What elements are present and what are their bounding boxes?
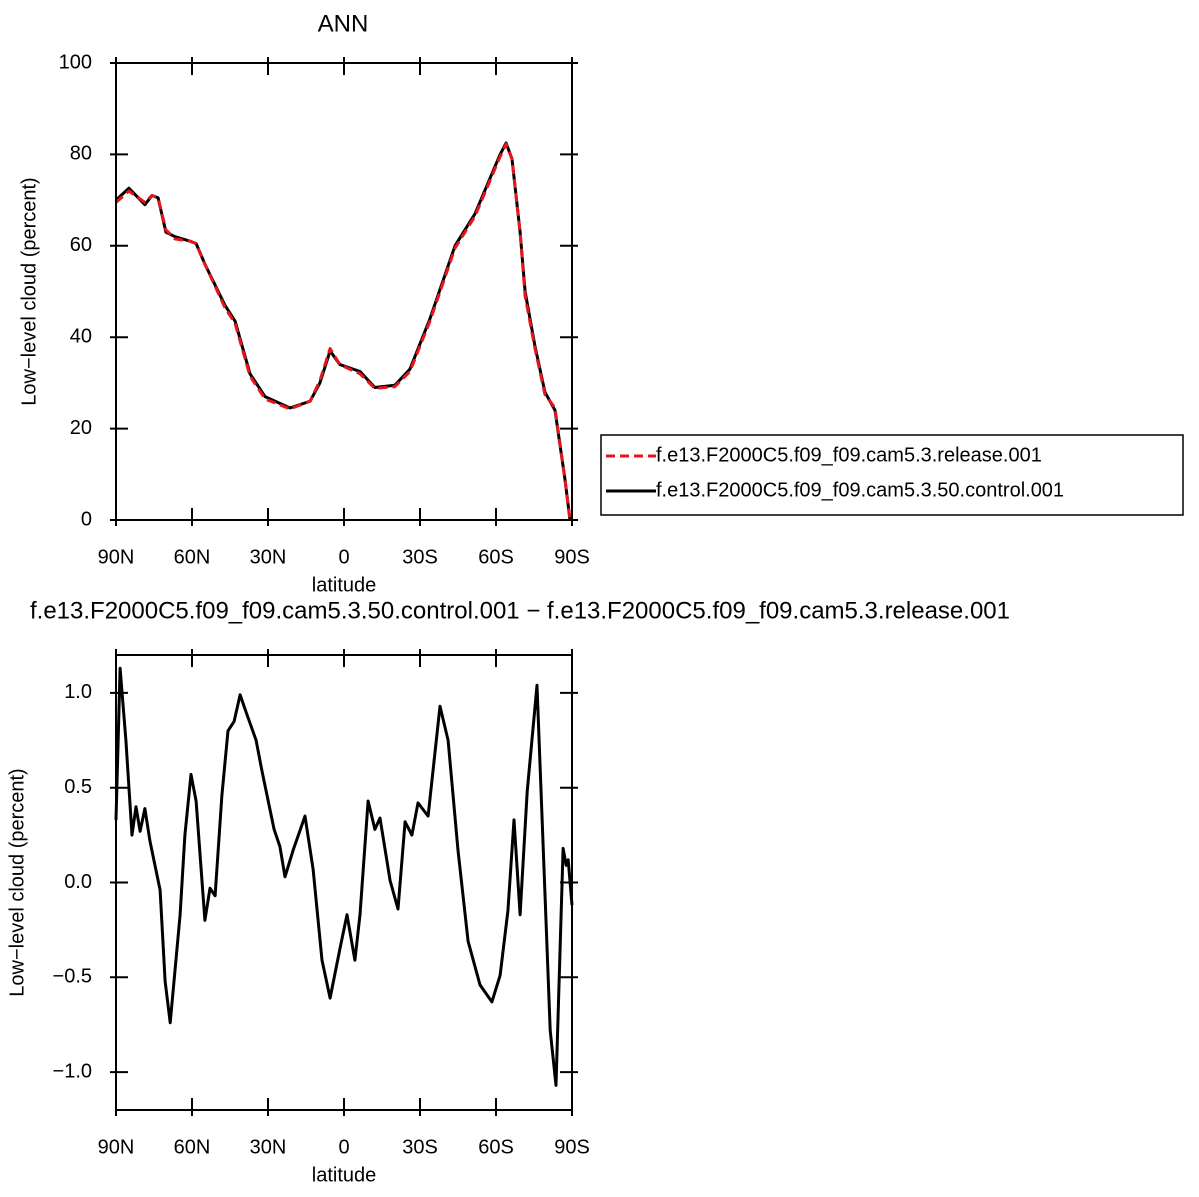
y-tick-label: 20 — [70, 417, 92, 439]
legend-label: f.e13.F2000C5.f09_f09.cam5.3.release.001 — [656, 444, 1042, 466]
chart-title: f.e13.F2000C5.f09_f09.cam5.3.50.control.… — [30, 597, 1010, 624]
plot-frame — [115, 62, 573, 521]
legend-box — [600, 434, 1184, 516]
y-axis-label: Low−level cloud (percent) — [6, 768, 28, 996]
y-tick-label: 100 — [59, 51, 92, 73]
x-tick-label: 30S — [402, 546, 438, 568]
x-tick-label: 90N — [98, 1136, 135, 1158]
y-tick-label: 0 — [81, 508, 92, 530]
x-tick-label: 0 — [338, 1136, 349, 1158]
chart-title: ANN — [318, 10, 369, 37]
x-tick-label: 90S — [554, 546, 590, 568]
legend-label: f.e13.F2000C5.f09_f09.cam5.3.50.control.… — [656, 479, 1064, 501]
x-tick-label: 30N — [250, 546, 287, 568]
y-tick-label: 0.0 — [64, 871, 92, 893]
y-tick-label: −1.0 — [53, 1060, 92, 1082]
x-tick-label: 30N — [250, 1136, 287, 1158]
y-tick-label: 60 — [70, 234, 92, 256]
x-tick-label: 90S — [554, 1136, 590, 1158]
x-tick-label: 60N — [174, 546, 211, 568]
x-tick-label: 90N — [98, 546, 135, 568]
y-axis-label: Low−level cloud (percent) — [18, 177, 40, 405]
plot-frame — [115, 654, 573, 1111]
y-tick-label: 1.0 — [64, 681, 92, 703]
y-tick-label: −0.5 — [53, 966, 92, 988]
x-tick-label: 60S — [478, 546, 514, 568]
y-tick-label: 40 — [70, 325, 92, 347]
y-tick-label: 0.5 — [64, 776, 92, 798]
x-axis-label: latitude — [312, 1164, 377, 1186]
x-tick-label: 60S — [478, 1136, 514, 1158]
data-line — [115, 142, 572, 521]
data-line — [114, 666, 574, 1087]
x-tick-label: 30S — [402, 1136, 438, 1158]
x-axis-label: latitude — [312, 574, 377, 596]
data-line — [114, 141, 572, 521]
x-tick-label: 60N — [174, 1136, 211, 1158]
x-tick-label: 0 — [338, 546, 349, 568]
y-tick-label: 80 — [70, 143, 92, 165]
